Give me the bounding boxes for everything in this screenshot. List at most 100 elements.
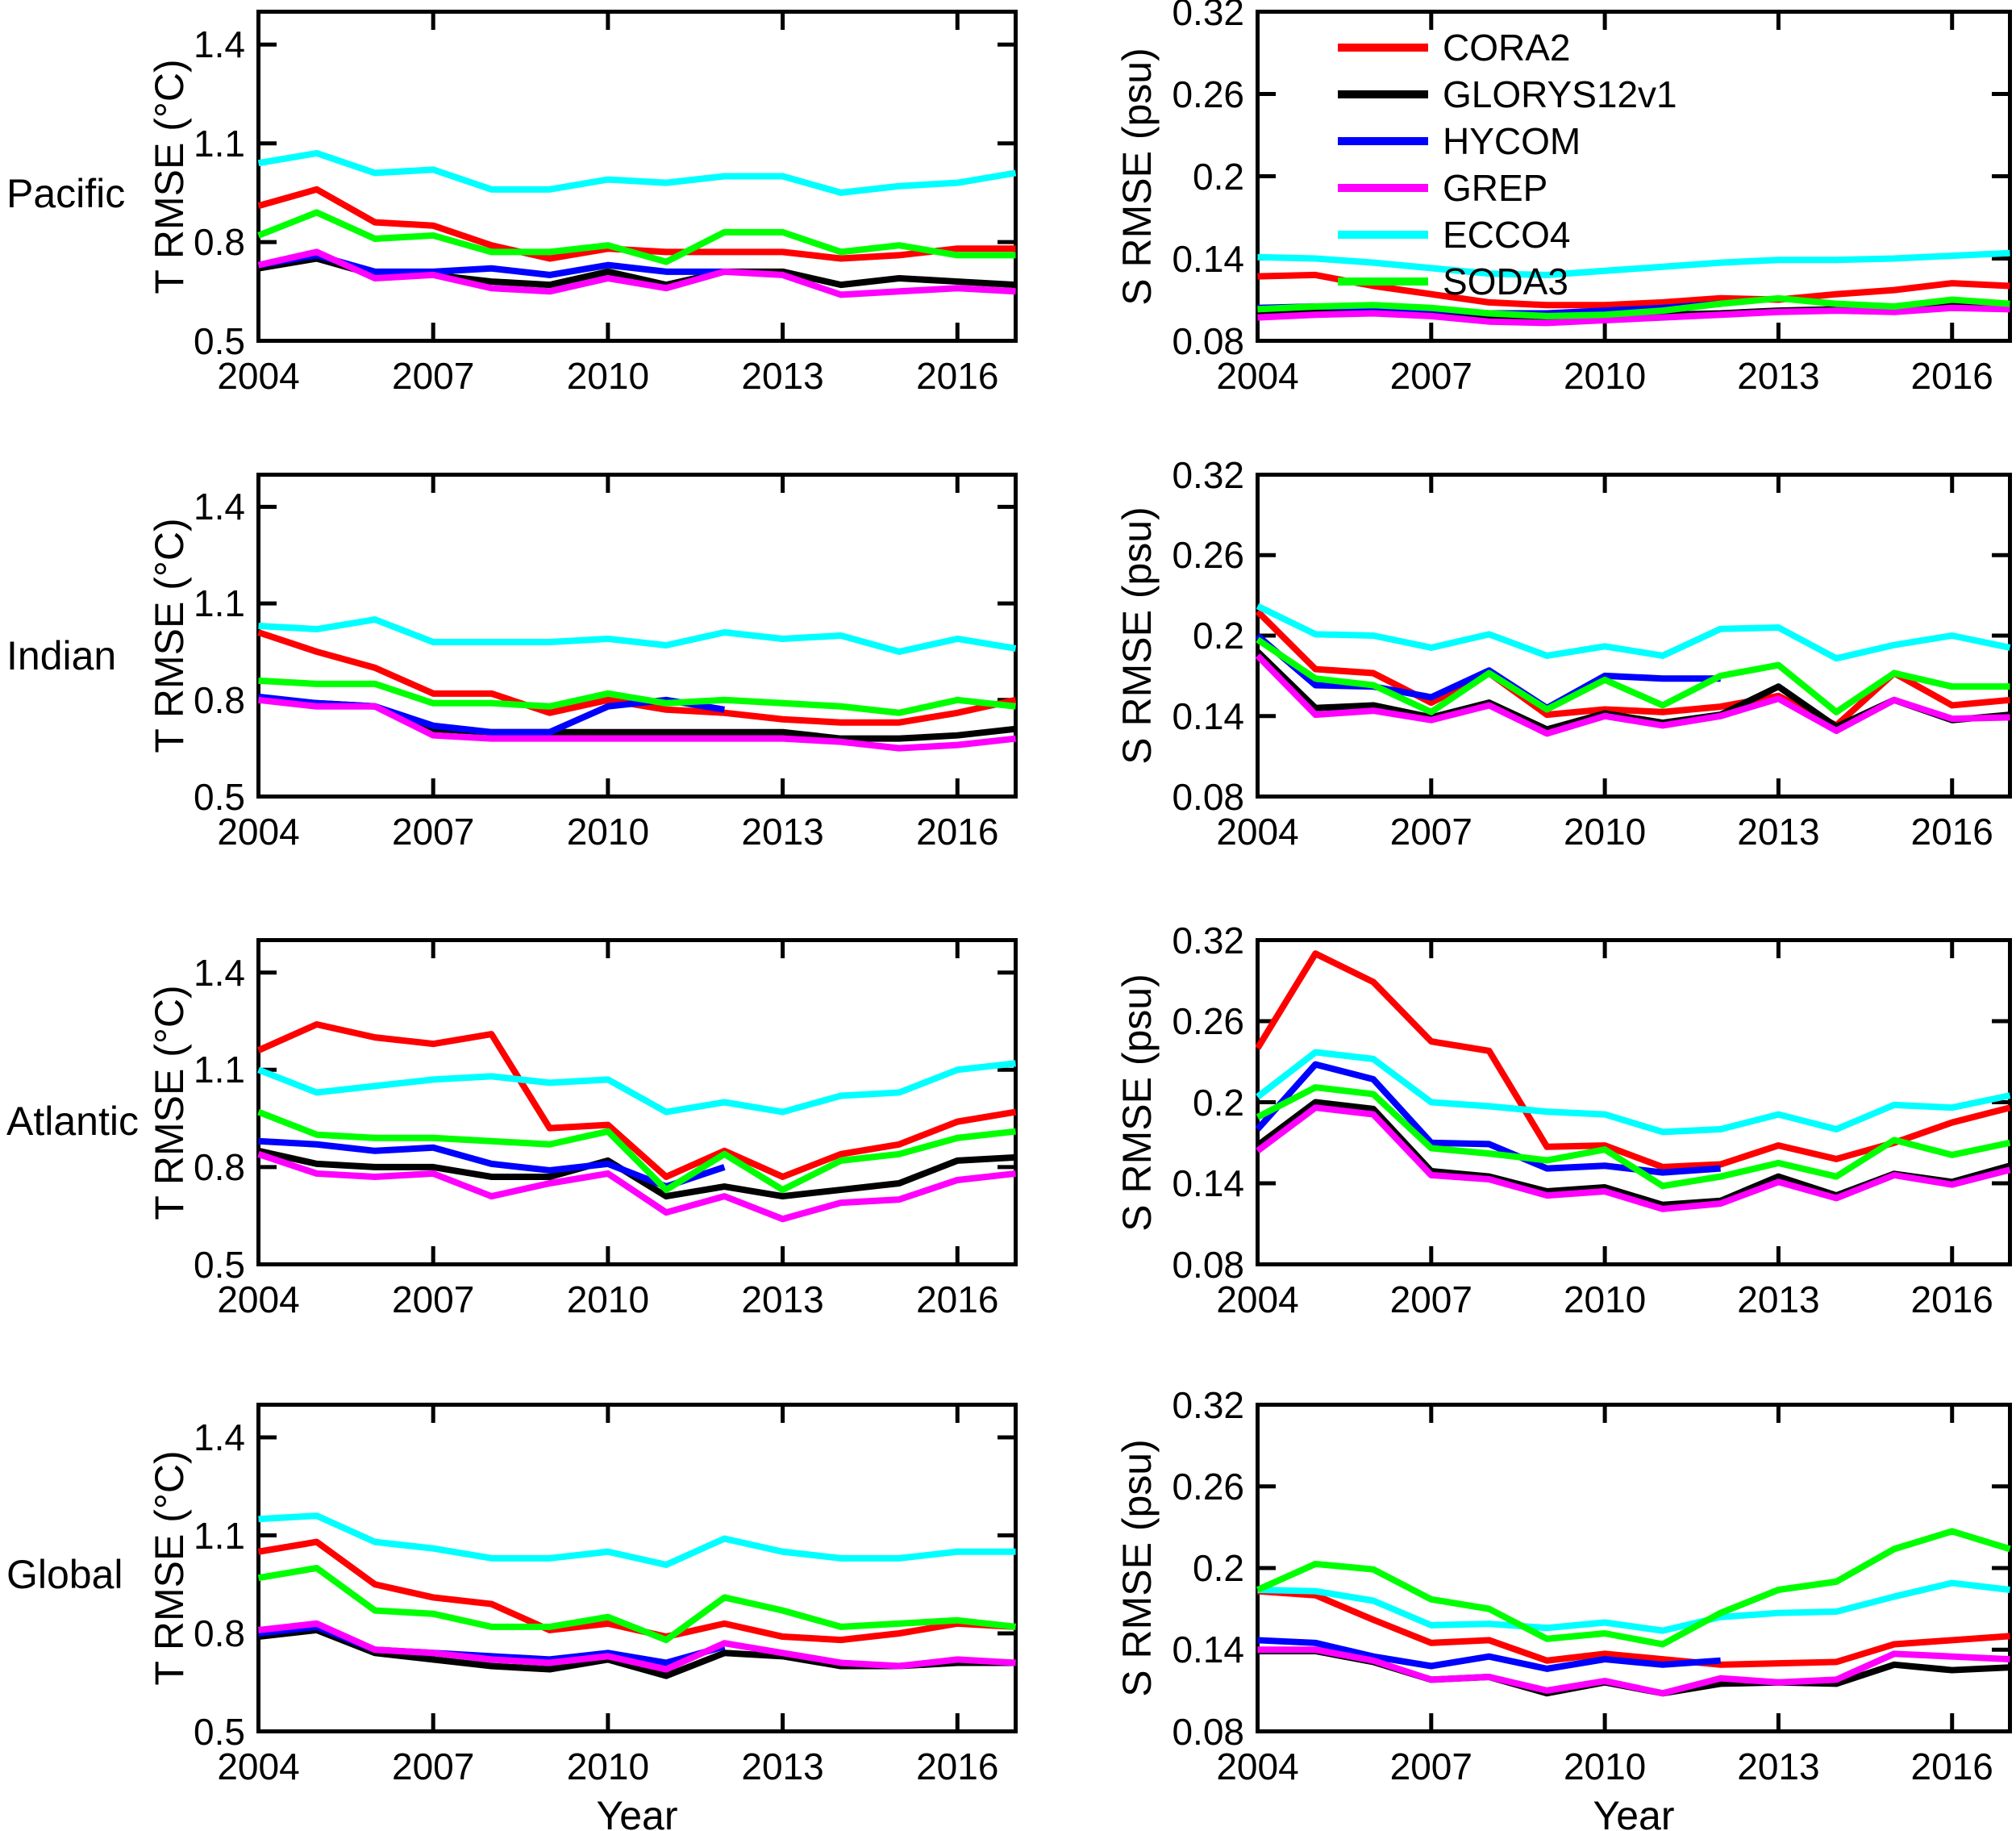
x-tick-label: 2010 <box>1563 355 1647 397</box>
x-tick-label: 2013 <box>1737 1745 1820 1787</box>
x-tick-label: 2013 <box>741 811 824 853</box>
y-tick-label: 0.14 <box>1172 1162 1244 1204</box>
y-tick-label: 0.26 <box>1172 73 1244 115</box>
x-tick-label: 2004 <box>217 811 300 853</box>
legend-item-grep: GREP <box>1338 165 1677 211</box>
x-tick-label: 2010 <box>1563 1278 1647 1320</box>
series-line-grep <box>257 1151 1016 1223</box>
series-line-hycom <box>1257 1637 1721 1672</box>
x-tick-label: 2010 <box>1563 1745 1647 1787</box>
series-line-grep <box>258 696 1016 752</box>
panel-pacific-t-rmse: T RMSE (°C) 2004 2007 2010 2013 2016 0.5 0.8 1.… <box>147 10 1018 397</box>
legend-item-glorys12v1: GLORYS12v1 <box>1338 71 1677 118</box>
panel-indian-t-rmse: T RMSE (°C) 2004 2007 2010 2013 2016 0.5 0.8 1.… <box>147 473 1018 853</box>
y-tick-label: 0.5 <box>194 775 245 818</box>
row-label-atlantic: Atlantic <box>6 1099 139 1144</box>
y-tick-label: 0.2 <box>1193 615 1244 657</box>
y-tick-label: 1.4 <box>194 951 245 994</box>
plot-pacific-s-rmse <box>1256 10 2012 343</box>
legend-swatch-glorys12v1 <box>1338 90 1428 98</box>
y-axis-label: T RMSE (°C) <box>147 1450 192 1686</box>
y-tick-label: 1.4 <box>194 1416 245 1458</box>
legend-item-cora2: CORA2 <box>1338 24 1677 71</box>
x-tick-label: 2013 <box>741 355 824 397</box>
series-line-grep <box>257 248 1016 298</box>
y-axis-label: S RMSE (psu) <box>1114 507 1160 765</box>
y-tick-label: 1.1 <box>194 582 245 625</box>
panel-global-s-rmse: S RMSE (psu) 2004 2007 2010 2013 2016 0.08 0.1… <box>1114 1384 2012 1787</box>
plot-indian-t-rmse <box>256 473 1018 799</box>
x-axis-title-right: Year <box>1593 1793 1675 1831</box>
y-axis-label: S RMSE (psu) <box>1114 47 1160 306</box>
x-tick-label: 2007 <box>1389 1745 1472 1787</box>
x-tick-label: 2004 <box>217 355 300 397</box>
series-line-soda3 <box>258 677 1016 716</box>
x-tick-label: 2016 <box>916 1745 999 1787</box>
x-tick-label: 2010 <box>566 355 650 397</box>
series-line-cora2 <box>256 1021 1017 1180</box>
legend-label-ecco4: ECCO4 <box>1443 214 1571 256</box>
y-tick-label: 0.26 <box>1172 1465 1244 1508</box>
x-tick-label: 2016 <box>1910 355 1993 397</box>
y-tick-label: 0.14 <box>1172 237 1244 280</box>
series-line-ecco4 <box>258 1512 1016 1568</box>
row-label-indian: Indian <box>6 633 117 678</box>
y-tick-label: 1.1 <box>194 122 245 165</box>
x-tick-label: 2016 <box>1910 1745 1993 1787</box>
series-line-ecco4 <box>1256 1049 2011 1136</box>
legend-swatch-cora2 <box>1338 44 1428 52</box>
x-tick-label: 2007 <box>392 355 475 397</box>
panel-atlantic-t-rmse: T RMSE (°C) 2004 2007 2010 2013 2016 0.5 0.8 1.… <box>147 938 1018 1320</box>
row-label-global: Global <box>6 1552 123 1597</box>
y-axis-label: S RMSE (psu) <box>1114 973 1160 1232</box>
x-tick-label: 2016 <box>1910 811 1993 853</box>
plot-atlantic-t-rmse <box>256 938 1018 1266</box>
legend: CORA2 GLORYS12v1 HYCOM GREP ECCO4 SODA3 <box>1338 24 1677 305</box>
y-tick-label: 0.26 <box>1172 534 1244 577</box>
legend-label-cora2: CORA2 <box>1443 27 1571 69</box>
x-tick-label: 2013 <box>1737 811 1820 853</box>
x-tick-label: 2007 <box>1389 811 1472 853</box>
x-tick-label: 2013 <box>741 1745 824 1787</box>
x-tick-label: 2004 <box>1216 1278 1299 1320</box>
y-axis-label: T RMSE (°C) <box>147 518 192 753</box>
y-tick-label: 0.8 <box>194 678 245 721</box>
series-line-ecco4 <box>1257 249 2010 278</box>
series-line-hycom <box>258 1137 726 1191</box>
y-tick-label: 0.5 <box>194 1710 245 1753</box>
legend-swatch-hycom <box>1338 137 1428 145</box>
x-tick-label: 2010 <box>566 1278 650 1320</box>
y-tick-label: 1.1 <box>194 1049 245 1091</box>
x-tick-label: 2004 <box>217 1745 300 1787</box>
y-tick-label: 0.08 <box>1172 775 1244 818</box>
series-line-ecco4 <box>257 1060 1016 1116</box>
x-tick-label: 2016 <box>916 355 999 397</box>
axes-box <box>256 938 1018 1266</box>
x-tick-label: 2007 <box>1389 355 1472 397</box>
axes-box <box>256 1403 1018 1733</box>
y-tick-label: 0.2 <box>1193 1547 1244 1589</box>
y-tick-label: 0.08 <box>1172 1243 1244 1286</box>
x-tick-label: 2013 <box>1737 1278 1820 1320</box>
y-tick-label: 1.4 <box>194 486 245 528</box>
legend-item-ecco4: ECCO4 <box>1338 211 1677 258</box>
x-tick-label: 2007 <box>392 1745 475 1787</box>
series-line-ecco4 <box>1257 1579 2010 1634</box>
series-line-grep <box>1257 304 2010 327</box>
series-line-soda3 <box>257 1108 1016 1194</box>
x-tick-label: 2010 <box>1563 811 1647 853</box>
legend-label-glorys12v1: GLORYS12v1 <box>1443 73 1677 115</box>
y-tick-label: 0.08 <box>1172 319 1244 362</box>
series-line-soda3 <box>1257 294 2010 319</box>
y-axis-label: T RMSE (°C) <box>147 984 192 1220</box>
x-tick-label: 2007 <box>1389 1278 1472 1320</box>
axes-box <box>1256 10 2012 343</box>
panel-atlantic-s-rmse: S RMSE (psu) 2004 2007 2010 2013 2016 0.08 0.1… <box>1114 920 2012 1320</box>
y-tick-label: 1.1 <box>194 1514 245 1557</box>
panel-global-t-rmse: T RMSE (°C) 2004 2007 2010 2013 2016 0.5 0.8 1.… <box>147 1403 1018 1787</box>
x-tick-label: 2004 <box>1216 355 1299 397</box>
series-line-ecco4 <box>258 616 1017 655</box>
series-line-glorys12v1 <box>258 1626 1016 1679</box>
series-line-soda3 <box>257 209 1016 265</box>
